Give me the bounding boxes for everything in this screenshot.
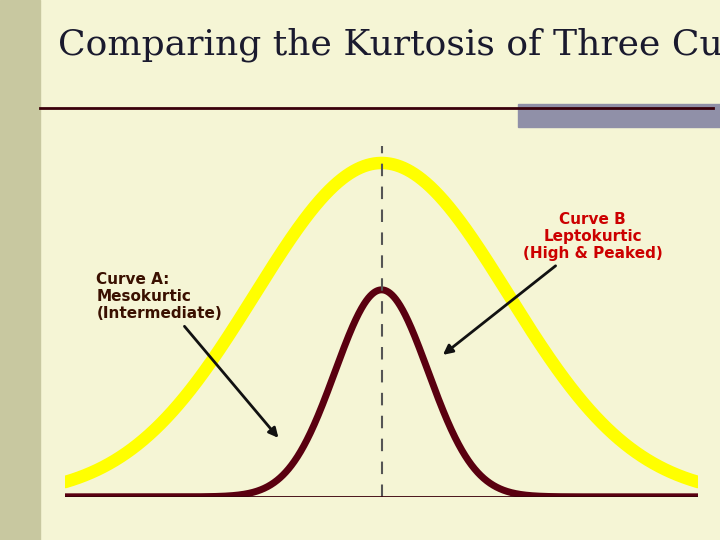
Text: Comparing the Kurtosis of Three Curves: Comparing the Kurtosis of Three Curves (58, 27, 720, 62)
Text: Curve B
Leptokurtic
(High & Peaked): Curve B Leptokurtic (High & Peaked) (446, 212, 662, 353)
Text: Curve A:
Mesokurtic
(Intermediate): Curve A: Mesokurtic (Intermediate) (96, 272, 276, 436)
